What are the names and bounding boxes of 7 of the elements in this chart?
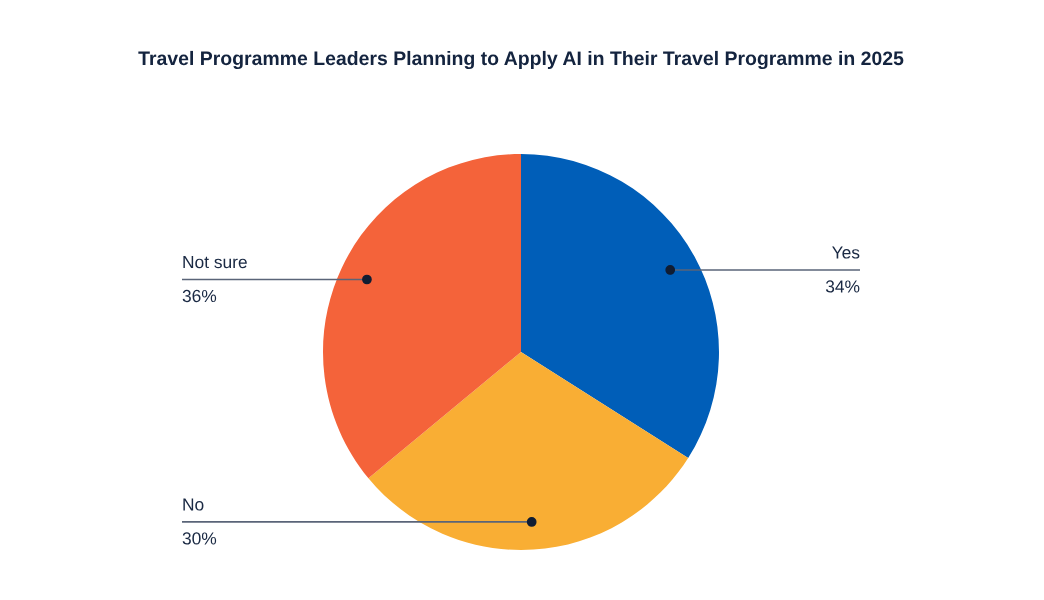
data-label: 34% — [825, 280, 860, 293]
slice-label: Yes — [832, 246, 860, 259]
data-label: 36% — [182, 289, 217, 303]
slice-label: No — [183, 498, 204, 511]
slice-label: Not sure — [183, 256, 247, 269]
chart-title: Travel Programme Leaders Planning to Apply AI in Their Travel Programme in 2025 — [138, 50, 904, 70]
data-label: 30% — [182, 532, 217, 545]
